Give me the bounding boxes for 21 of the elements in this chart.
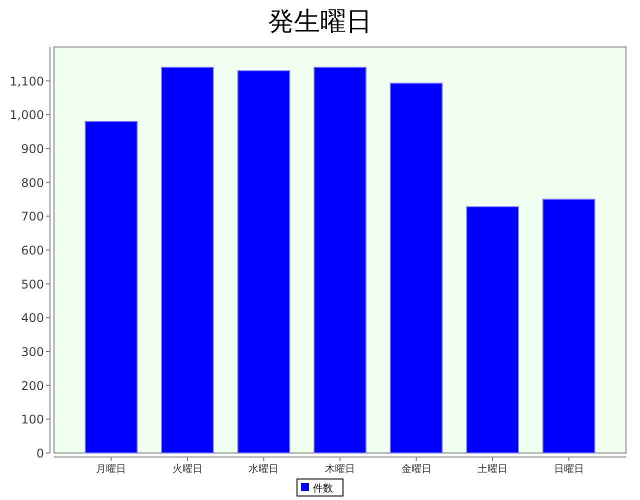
y-tick-label: 400 (21, 311, 44, 326)
y-tick-label: 200 (21, 378, 44, 393)
x-tick-label: 火曜日 (172, 463, 202, 475)
title: 発生曜日 (268, 7, 372, 37)
x-tick-label: 水曜日 (248, 463, 279, 475)
y-tick-label: 100 (21, 412, 44, 427)
y-tick-label: 900 (21, 142, 44, 156)
x-tick-label: 日曜日 (554, 463, 584, 475)
x-tick-label: 土曜日 (478, 463, 508, 475)
y-tick-label: 500 (21, 277, 44, 292)
y-tick-label: 1,000 (10, 108, 44, 122)
y-tick-label: 300 (21, 345, 44, 359)
y-tick-label: 0 (36, 446, 44, 460)
legend: 件数 (296, 478, 344, 496)
x-tick-label: 金曜日 (401, 463, 432, 475)
x-tick-label: 月曜日 (96, 463, 126, 475)
y-tick-label: 700 (21, 210, 44, 224)
y-tick-label: 1,100 (10, 74, 44, 88)
y-tick-label: 600 (21, 244, 44, 258)
y-tick-label: 800 (21, 176, 44, 190)
x-tick-label: 木曜日 (325, 463, 355, 475)
